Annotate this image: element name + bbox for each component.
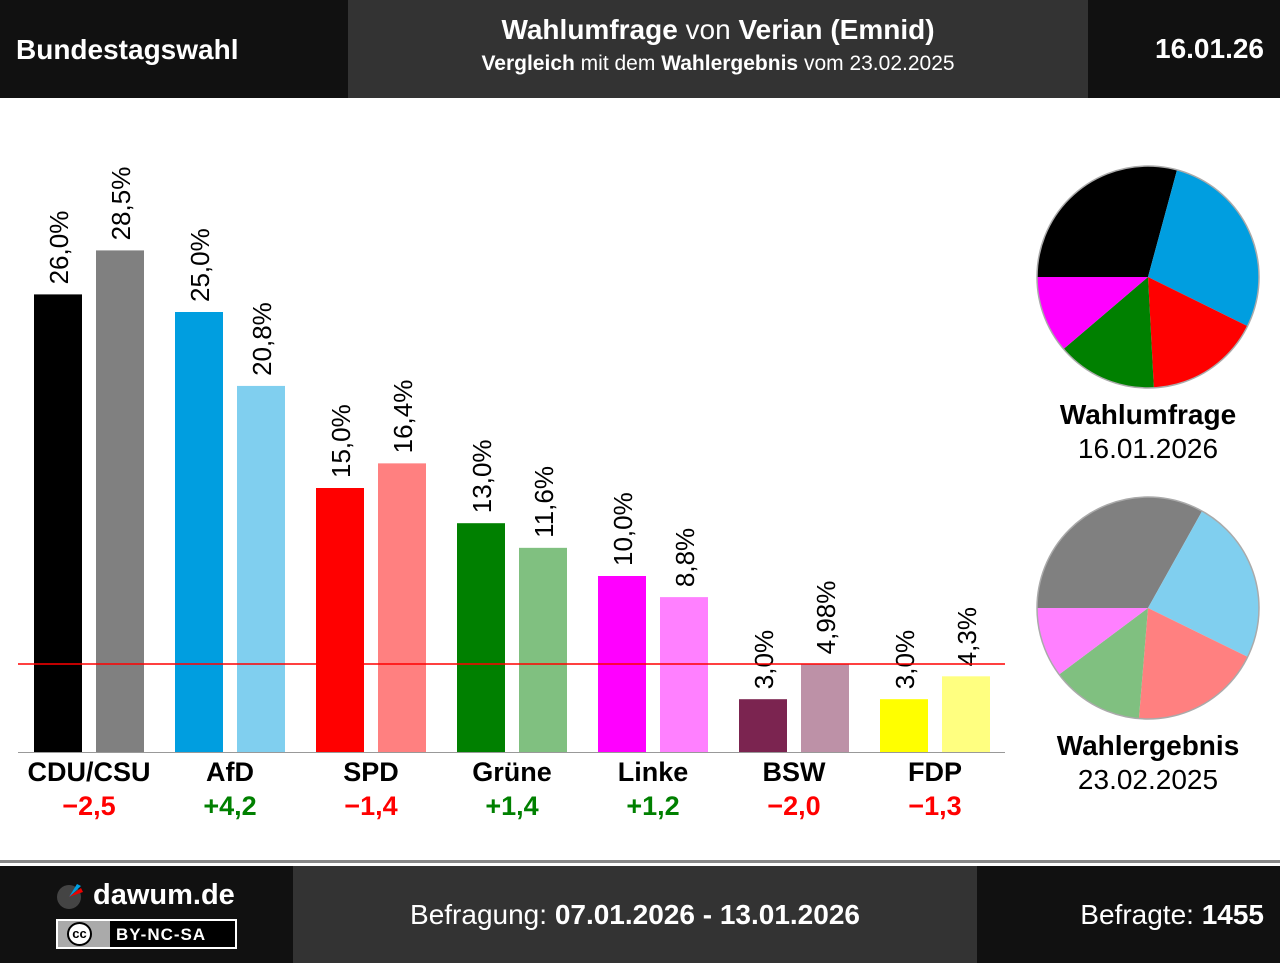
pie-slice-grüne — [1063, 277, 1154, 389]
diff-label: +1,4 — [485, 791, 538, 821]
footer: dawum.de cc BY-NC-SA Befragung: 07.01.20… — [0, 860, 1280, 963]
chart: 26,0% 28,5% CDU/CSU −2,5 25,0% 20,8% AfD +4,2 15… — [18, 165, 1260, 821]
subtitle-part: mit dem — [574, 52, 662, 75]
data-label: 28,5% — [106, 167, 136, 241]
pie-slice-cdu/csu — [1037, 165, 1178, 277]
election-title: Bundestagswahl — [16, 34, 239, 65]
pie-date: 23.02.2025 — [1078, 764, 1218, 795]
subtitle: Vergleich mit dem Wahlergebnis vom 23.02… — [348, 52, 1088, 76]
pie-slice-spd — [1148, 277, 1248, 388]
subtitle-part: vom 23.02.2025 — [798, 52, 955, 75]
data-label: 26,0% — [44, 211, 74, 285]
bar-bsw-result — [801, 664, 849, 752]
footer-brand: dawum.de cc BY-NC-SA — [0, 866, 293, 963]
party-label: FDP — [908, 757, 962, 787]
data-label: 4,3% — [952, 607, 982, 666]
data-label: 4,98% — [811, 581, 841, 655]
party-label: Grüne — [472, 757, 552, 787]
data-label: 3,0% — [749, 630, 779, 689]
license-text: BY-NC-SA — [116, 925, 207, 944]
data-label: 3,0% — [890, 630, 920, 689]
pie-slice-linke — [1037, 277, 1148, 350]
bar-spd-result — [378, 463, 426, 752]
pie-slice-cdu/csu — [1037, 496, 1203, 608]
pie-title: Wahlumfrage — [1060, 399, 1236, 430]
poll-date: 16.01.26 — [1155, 33, 1264, 64]
party-label: CDU/CSU — [27, 757, 150, 787]
pie-slice-afd — [1148, 169, 1259, 327]
bar-grüne-poll — [457, 523, 505, 752]
brand-name: dawum.de — [93, 879, 235, 911]
page-title: Wahlumfrage von Verian (Emnid) — [348, 14, 1088, 46]
bar-grüne-result — [519, 547, 567, 752]
pie-date: 16.01.2026 — [1078, 433, 1218, 464]
data-label: 11,6% — [529, 466, 559, 538]
pie-slice-linke — [1037, 608, 1148, 675]
bar-fdp-poll — [880, 699, 928, 752]
bar-bsw-poll — [739, 699, 787, 752]
bar-cdu/csu-result — [96, 250, 144, 752]
data-label: 8,8% — [670, 528, 700, 587]
data-label: 10,0% — [608, 492, 638, 566]
diff-label: +4,2 — [203, 791, 256, 821]
period-label: Befragung: — [410, 899, 555, 930]
cc-icon: cc — [67, 922, 92, 946]
diff-label: −2,5 — [62, 791, 115, 821]
title-part: Verian (Emnid) — [738, 14, 935, 45]
subtitle-part: Wahlergebnis — [661, 52, 799, 75]
dawum-logo-icon — [57, 884, 83, 909]
data-label: 15,0% — [326, 404, 356, 478]
party-label: BSW — [763, 757, 827, 787]
survey-period: Befragung: 07.01.2026 - 13.01.2026 — [293, 866, 977, 963]
party-label: AfD — [206, 757, 254, 787]
bar-afd-result — [237, 385, 285, 752]
pie-title: Wahlergebnis — [1057, 730, 1240, 761]
pie-outline — [1036, 496, 1260, 720]
diff-label: −1,3 — [908, 791, 961, 821]
title-part: von — [677, 14, 739, 45]
period-value: 07.01.2026 - 13.01.2026 — [554, 899, 860, 930]
data-label: 20,8% — [247, 302, 277, 376]
respondents: Befragte: 1455 — [977, 866, 1280, 963]
diff-label: −1,4 — [344, 791, 397, 821]
title-part: Wahlumfrage — [501, 14, 678, 45]
header: Bundestagswahl Wahlumfrage von Verian (E… — [0, 0, 1280, 98]
header-right: 16.01.26 — [1088, 0, 1280, 98]
header-left: Bundestagswahl — [0, 0, 348, 98]
bar-cdu/csu-poll — [34, 294, 82, 752]
party-label: SPD — [343, 757, 399, 787]
respondents-label: Befragte: — [1080, 899, 1202, 930]
data-label: 25,0% — [185, 228, 215, 302]
bar-spd-poll — [316, 488, 364, 752]
pie-slice-afd — [1148, 511, 1259, 657]
license-badge: cc BY-NC-SA — [56, 919, 237, 949]
diff-label: −2,0 — [767, 791, 820, 821]
party-label: Linke — [618, 757, 689, 787]
diff-label: +1,2 — [626, 791, 679, 821]
bar-afd-poll — [175, 312, 223, 752]
pie-outline — [1036, 165, 1260, 389]
data-label: 16,4% — [388, 380, 418, 454]
bar-linke-result — [660, 597, 708, 752]
bar-fdp-result — [942, 676, 990, 752]
subtitle-part: Vergleich — [481, 52, 575, 75]
data-label: 13,0% — [467, 439, 497, 513]
pie-slice-grüne — [1059, 608, 1148, 719]
header-center: Wahlumfrage von Verian (Emnid) Vergleich… — [348, 0, 1088, 98]
respondents-value: 1455 — [1201, 899, 1264, 930]
